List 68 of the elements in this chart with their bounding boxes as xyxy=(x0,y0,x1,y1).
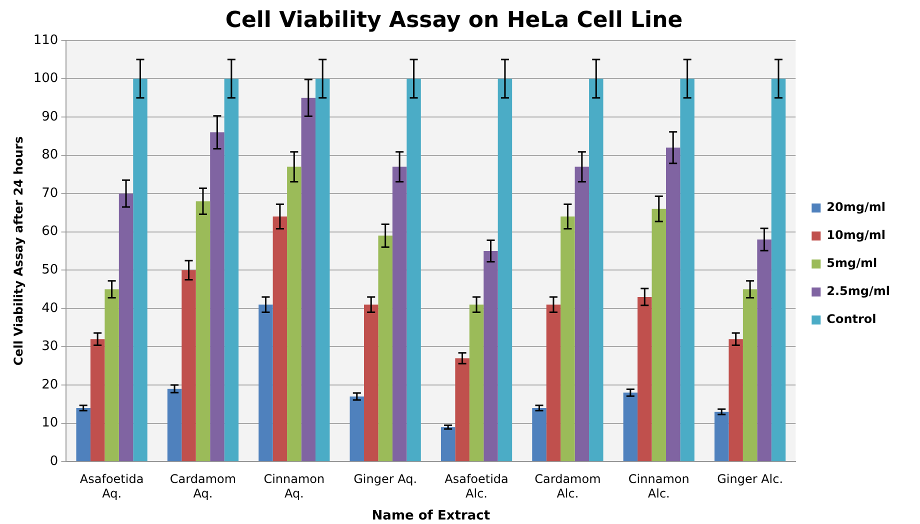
bar xyxy=(546,304,561,462)
bar xyxy=(623,392,638,462)
x-tick-label: Ginger Alc. xyxy=(717,472,784,486)
bar xyxy=(196,201,210,462)
bar xyxy=(76,408,90,462)
bar xyxy=(714,412,729,462)
y-tick-label: 50 xyxy=(42,262,58,278)
bar xyxy=(757,240,772,462)
x-axis-title: Name of Extract xyxy=(372,508,490,524)
bar xyxy=(469,304,484,462)
y-tick-label: 80 xyxy=(42,148,58,163)
y-tick-label: 40 xyxy=(42,300,58,316)
bar xyxy=(272,216,288,462)
bar xyxy=(90,339,105,462)
y-tick-label: 70 xyxy=(42,186,58,201)
bar xyxy=(455,358,470,462)
chart-title: Cell Viability Assay on HeLa Cell Line xyxy=(225,8,683,33)
bar xyxy=(392,166,407,462)
y-axis-title: Cell Viability Assay after 24 hours xyxy=(11,136,26,366)
x-tick-label: Cardamom Aq. xyxy=(170,472,236,500)
x-tick-label: Ginger Aq. xyxy=(354,472,418,486)
bar xyxy=(224,78,239,462)
x-tick-label: Cinnamon Alc. xyxy=(628,472,690,500)
legend-label: 5mg/ml xyxy=(826,256,878,270)
bar xyxy=(680,78,694,462)
x-tick-label: Cardamom Alc. xyxy=(534,472,601,500)
bar xyxy=(301,98,316,462)
legend-label: Control xyxy=(826,312,876,326)
bar xyxy=(104,289,119,462)
y-tick-label: 100 xyxy=(33,71,58,86)
legend-label: 20mg/ml xyxy=(826,200,886,214)
legend-label: 10mg/ml xyxy=(826,228,886,242)
bar xyxy=(378,236,392,462)
bar xyxy=(258,304,273,462)
x-tick-label: Asafoetida Alc. xyxy=(444,472,508,500)
bar xyxy=(210,132,224,462)
bar xyxy=(167,388,182,462)
y-tick-label: 0 xyxy=(50,454,58,469)
bar xyxy=(316,78,330,462)
bar xyxy=(589,78,604,462)
x-tick-label: Cinnamon Aq. xyxy=(264,472,325,500)
bar xyxy=(406,78,421,462)
y-tick-label: 60 xyxy=(42,224,58,240)
bar xyxy=(666,148,680,462)
bar xyxy=(182,270,196,462)
bar xyxy=(118,194,134,462)
y-tick-label: 20 xyxy=(42,377,58,392)
bar xyxy=(133,78,148,462)
bar xyxy=(498,78,512,462)
bar xyxy=(350,396,364,462)
x-tick-label: Asafoetida Aq. xyxy=(80,472,144,500)
bar xyxy=(287,166,302,462)
bar xyxy=(742,289,758,462)
bar xyxy=(532,408,546,462)
bar xyxy=(652,208,666,462)
bar xyxy=(574,166,590,462)
bar xyxy=(440,427,456,462)
y-tick-label: 110 xyxy=(33,32,58,48)
legend-label: 2.5mg/ml xyxy=(826,284,890,298)
bar xyxy=(728,339,743,462)
bar xyxy=(484,251,498,462)
y-tick-label: 90 xyxy=(42,109,58,124)
bar xyxy=(638,296,652,462)
y-tick-label: 10 xyxy=(42,416,58,431)
bar xyxy=(560,216,575,462)
y-tick-label: 30 xyxy=(42,339,58,354)
bar xyxy=(771,78,786,462)
bar xyxy=(364,304,378,462)
